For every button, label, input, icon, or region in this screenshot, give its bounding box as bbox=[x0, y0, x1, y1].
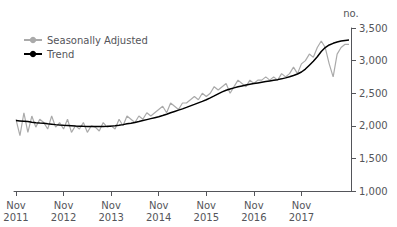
svg-text:Nov: Nov bbox=[292, 200, 312, 211]
svg-text:Seasonally Adjusted: Seasonally Adjusted bbox=[47, 35, 148, 46]
svg-text:2012: 2012 bbox=[51, 212, 76, 223]
svg-text:2015: 2015 bbox=[194, 212, 219, 223]
svg-text:1,500: 1,500 bbox=[359, 153, 388, 164]
svg-text:Nov: Nov bbox=[149, 200, 169, 211]
svg-text:Nov: Nov bbox=[54, 200, 74, 211]
svg-text:2,000: 2,000 bbox=[359, 120, 388, 131]
svg-text:Nov: Nov bbox=[197, 200, 217, 211]
svg-text:3,500: 3,500 bbox=[359, 23, 388, 34]
svg-text:Trend: Trend bbox=[46, 49, 74, 60]
svg-text:2017: 2017 bbox=[289, 212, 314, 223]
svg-text:3,000: 3,000 bbox=[359, 55, 388, 66]
svg-text:1,000: 1,000 bbox=[359, 186, 388, 197]
svg-text:2016: 2016 bbox=[241, 212, 266, 223]
svg-text:no.: no. bbox=[343, 8, 358, 19]
svg-text:Nov: Nov bbox=[6, 200, 26, 211]
svg-text:2013: 2013 bbox=[98, 212, 123, 223]
svg-text:2,500: 2,500 bbox=[359, 88, 388, 99]
svg-text:Nov: Nov bbox=[101, 200, 121, 211]
svg-text:Nov: Nov bbox=[244, 200, 264, 211]
svg-text:2014: 2014 bbox=[146, 212, 171, 223]
svg-text:2011: 2011 bbox=[3, 212, 28, 223]
